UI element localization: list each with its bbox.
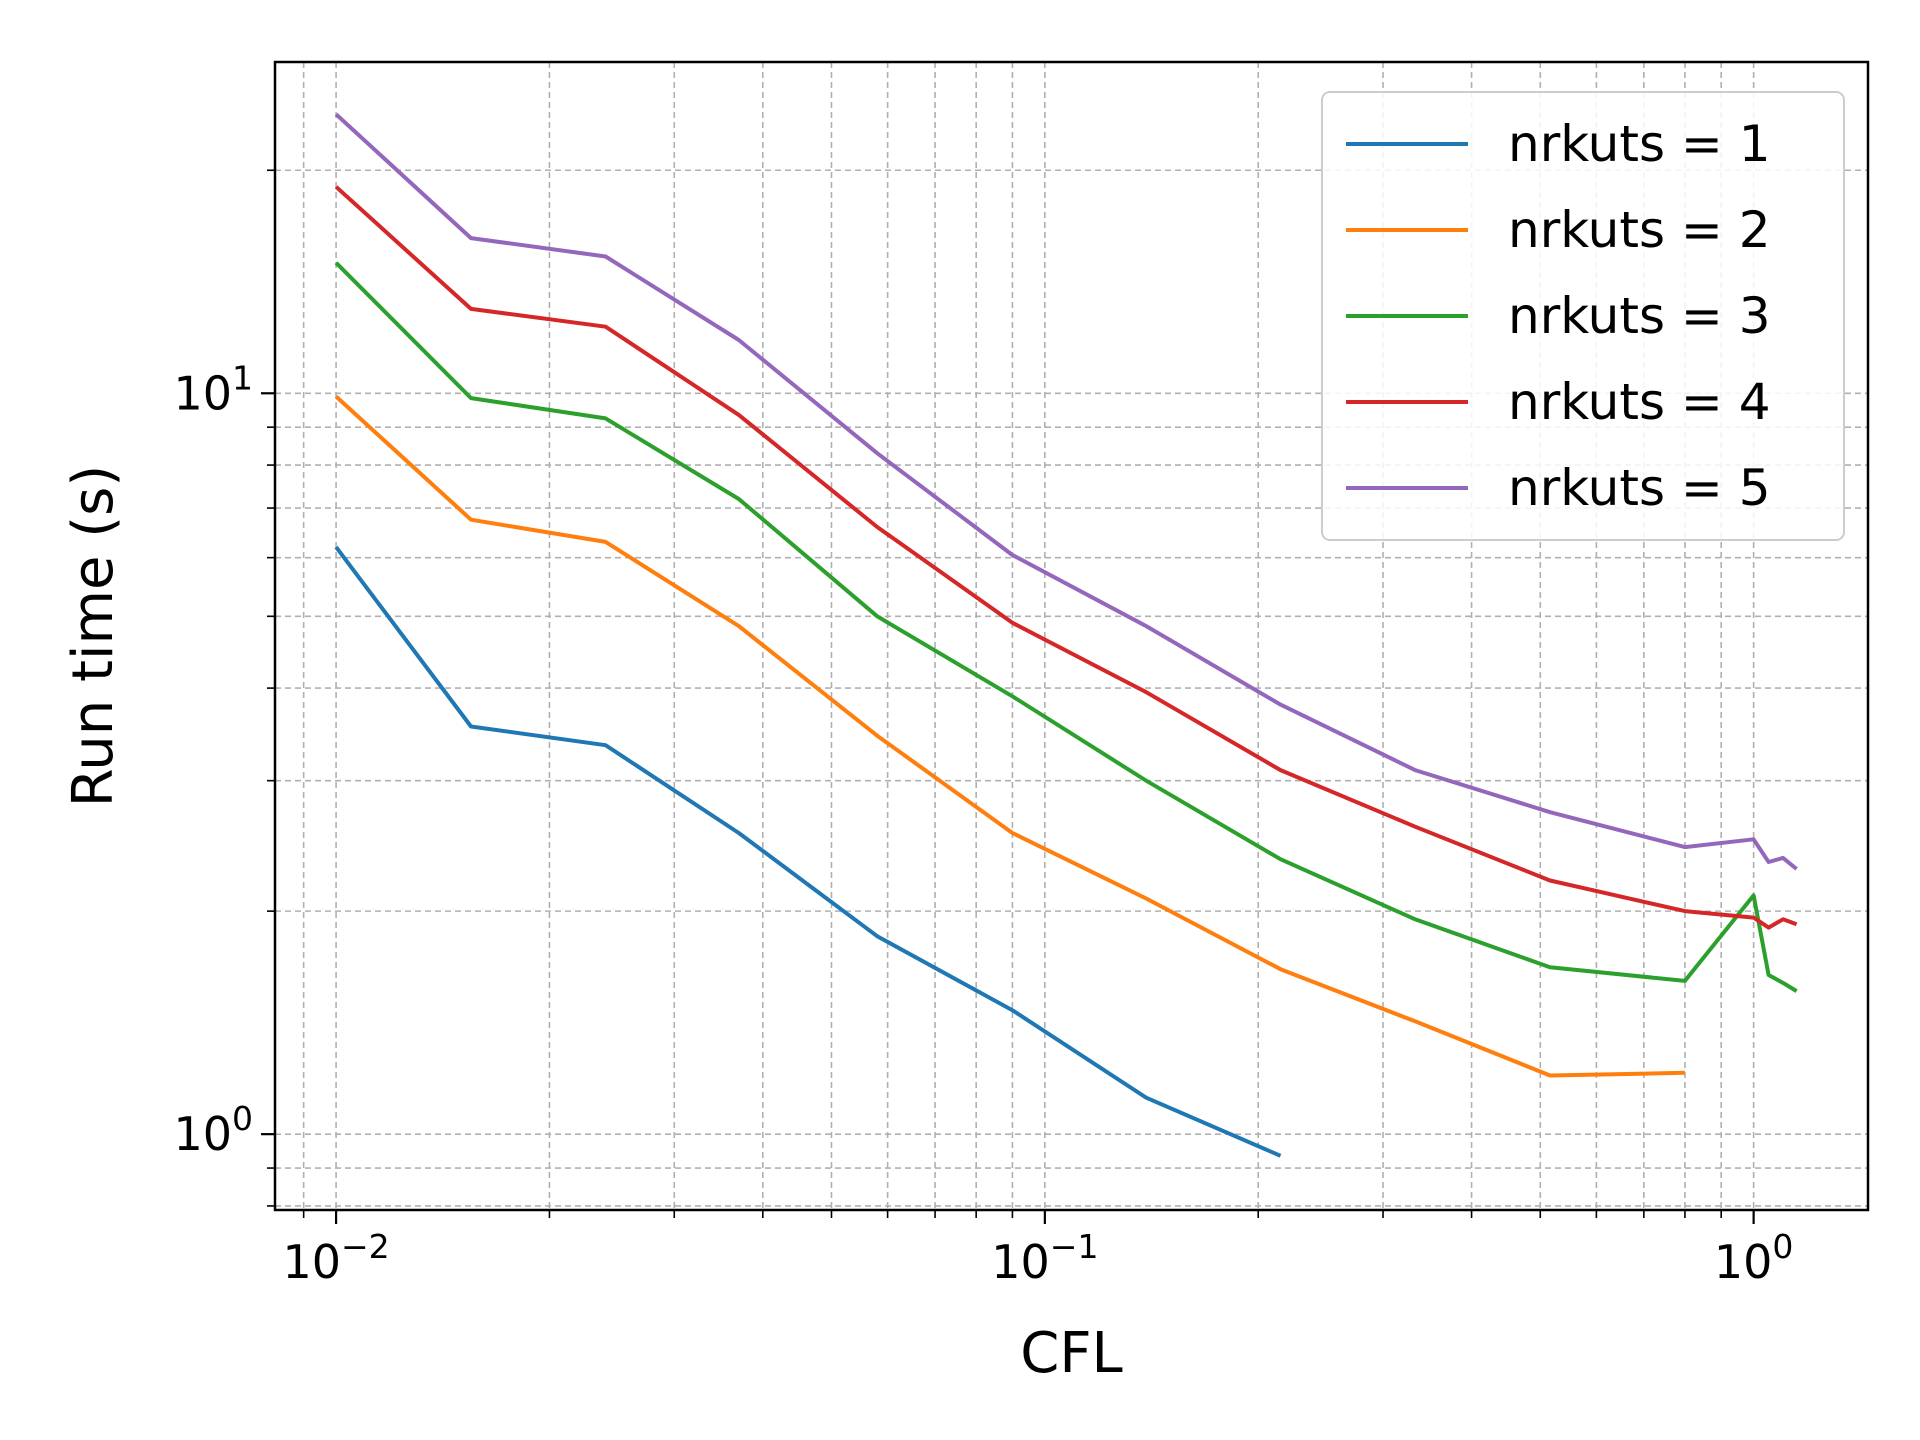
series-lines <box>334 112 1798 1158</box>
x-tick-label: 10−1 <box>991 1227 1098 1289</box>
legend: nrkuts = 1 nrkuts = 2 nrkuts = 3 nrkuts = 4… <box>1321 91 1845 541</box>
series-line-4 <box>334 185 1798 930</box>
series-line-1 <box>334 545 1282 1158</box>
series-line-3 <box>334 261 1798 993</box>
legend-label: nrkuts = 1 <box>1508 115 1771 173</box>
series-line-5 <box>334 112 1798 871</box>
tick-labels: 10−2 10−1 100 100 101 <box>173 358 1793 1289</box>
series-line-2 <box>334 395 1685 1078</box>
x-tick-label: 100 <box>1714 1227 1794 1289</box>
plot-frame <box>273 60 1870 1212</box>
legend-label: nrkuts = 3 <box>1508 287 1771 345</box>
axis-ticks <box>261 169 1755 1224</box>
legend-box <box>1321 91 1845 541</box>
y-tick-label: 101 <box>173 358 253 420</box>
legend-label: nrkuts = 5 <box>1508 459 1771 517</box>
x-axis-label: CFL <box>1020 1321 1123 1386</box>
y-tick-label: 100 <box>173 1099 253 1161</box>
legend-label: nrkuts = 4 <box>1508 373 1771 431</box>
legend-label: nrkuts = 2 <box>1508 201 1771 259</box>
y-axis-label: Run time (s) <box>61 465 126 807</box>
x-tick-label: 10−2 <box>282 1227 389 1289</box>
